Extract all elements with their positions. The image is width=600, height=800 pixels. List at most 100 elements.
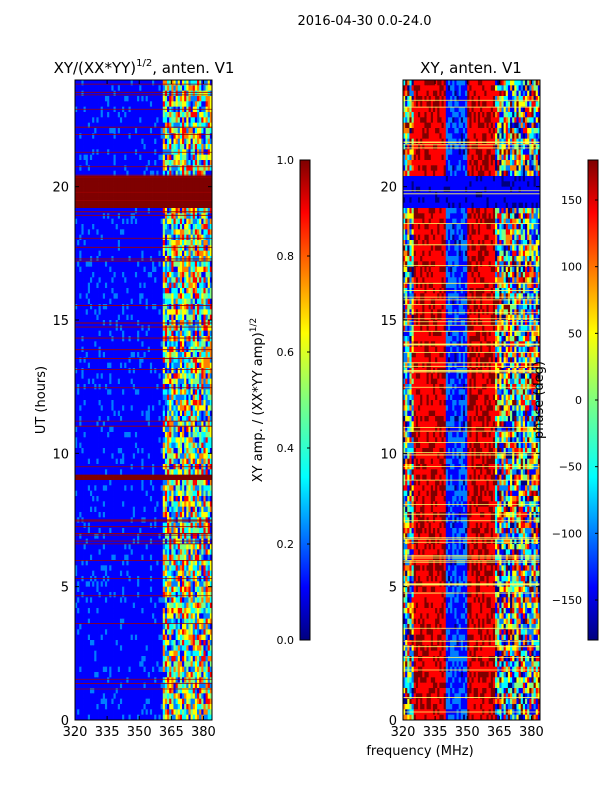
heatmap-cell [175, 245, 179, 252]
heatmap-cell [194, 128, 198, 134]
heatmap-cell [83, 330, 87, 337]
heatmap-cell [104, 469, 108, 476]
heatmap-cell [77, 85, 80, 92]
heatmap-cell [156, 186, 159, 193]
heatmap-cell [111, 293, 114, 300]
heatmap-cell [177, 405, 181, 412]
heatmap-cell [169, 336, 172, 342]
heatmap-cell [111, 266, 114, 273]
heatmap-cell [164, 213, 168, 220]
heatmap-cell [158, 170, 162, 177]
heatmap-cell [134, 432, 138, 438]
heatmap-cell [98, 357, 102, 364]
heatmap-cell [139, 176, 142, 182]
heatmap-cell [143, 309, 147, 316]
heatmap-cell [87, 218, 91, 225]
heatmap-cell [184, 154, 187, 161]
heatmap-cell [205, 448, 209, 454]
heatmap-cell [81, 298, 84, 305]
heatmap-cell [77, 330, 80, 337]
heatmap-cell [79, 208, 82, 214]
heatmap-cell [77, 453, 80, 460]
heatmap-cell [119, 117, 123, 124]
heatmap-cell [87, 176, 91, 182]
heatmap-cell [143, 325, 147, 332]
heatmap-cell [190, 309, 194, 316]
heatmap-cell [89, 448, 93, 454]
heatmap-cell [184, 266, 187, 273]
heatmap-cell [94, 266, 97, 273]
heatmap-cell [192, 448, 196, 454]
heatmap-cell [164, 453, 168, 460]
heatmap-cell [122, 192, 125, 198]
heatmap-cell [100, 213, 104, 220]
heatmap-cell [143, 181, 147, 188]
heatmap-cell [85, 117, 89, 124]
heatmap-cell [83, 181, 87, 188]
heatmap-cell [85, 128, 89, 134]
heatmap-cell [117, 293, 121, 300]
heatmap-cell [83, 421, 87, 428]
heatmap-cell [124, 298, 127, 305]
heatmap-cell [156, 112, 159, 118]
heatmap-cell [96, 272, 99, 278]
heatmap-cell [209, 224, 213, 230]
heatmap-cell [188, 122, 191, 129]
heatmap-cell [126, 133, 129, 140]
heatmap-cell [134, 144, 138, 150]
heatmap-cell [139, 165, 142, 172]
heatmap-cell [154, 309, 157, 316]
heatmap-cell [132, 336, 136, 342]
heatmap-cell [162, 448, 166, 454]
heatmap-cell [173, 480, 177, 486]
heatmap-cell [160, 442, 164, 449]
heatmap-cell [199, 330, 202, 337]
heatmap-cell [107, 357, 110, 364]
heatmap-cell [109, 384, 112, 390]
heatmap-cell [96, 128, 99, 134]
heatmap-cell [184, 202, 187, 209]
heatmap-cell [147, 250, 151, 257]
heatmap-cell [87, 469, 91, 476]
heatmap-cell [104, 389, 108, 396]
heatmap-cell [169, 160, 172, 166]
heatmap-cell [98, 400, 102, 406]
heatmap-cell [164, 389, 168, 396]
heatmap-cell [154, 85, 157, 92]
heatmap-cell [147, 378, 151, 385]
heatmap-cell [154, 304, 157, 310]
heatmap-cell [100, 410, 104, 417]
heatmap-cell [158, 378, 162, 385]
heatmap-cell [124, 208, 127, 214]
heatmap-cell [111, 410, 114, 417]
heatmap-cell [152, 442, 155, 449]
heatmap-cell [194, 261, 198, 268]
heatmap-cell [132, 176, 136, 182]
heatmap-cell [186, 288, 189, 294]
heatmap-cell [149, 218, 153, 225]
heatmap-cell [111, 314, 114, 321]
heatmap-cell [113, 218, 117, 225]
heatmap-cell [143, 224, 147, 230]
heatmap-cell [160, 133, 164, 140]
heatmap-cell [152, 240, 155, 246]
heatmap-cell [171, 133, 174, 140]
heatmap-cell [104, 384, 108, 390]
heatmap-cell [192, 426, 196, 433]
heatmap-cell [209, 112, 213, 118]
heatmap-cell [141, 128, 144, 134]
heatmap-cell [89, 389, 93, 396]
heatmap-cell [177, 368, 181, 374]
heatmap-cell [186, 469, 189, 476]
heatmap-cell [160, 394, 164, 401]
heatmap-cell [119, 160, 123, 166]
heatmap-cell [156, 293, 159, 300]
heatmap-cell [96, 224, 99, 230]
heatmap-cell [139, 373, 142, 380]
heatmap-cell [85, 208, 89, 214]
heatmap-cell [130, 368, 134, 374]
heatmap-cell [104, 458, 108, 465]
heatmap-cell [87, 432, 91, 438]
heatmap-cell [188, 362, 191, 369]
heatmap-cell [190, 373, 194, 380]
